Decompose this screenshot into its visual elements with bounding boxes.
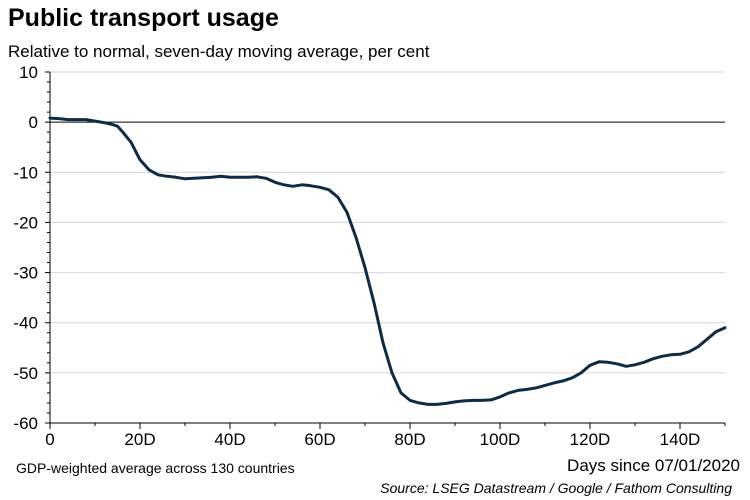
x-tick-label: 60D [304,430,335,449]
chart-title: Public transport usage [8,4,279,32]
chart-subtitle: Relative to normal, seven-day moving ave… [8,42,430,61]
chart-source: Source: LSEG Datastream / Google / Fatho… [380,480,732,496]
chart-note: GDP-weighted average across 130 countrie… [16,460,295,476]
x-tick-label: 0 [45,430,54,449]
y-tick-label: 10 [19,63,38,82]
x-tick-label: 140D [660,430,701,449]
y-tick-label: -50 [13,364,38,383]
y-tick-label: -20 [13,213,38,232]
x-tick-label: 40D [214,430,245,449]
y-tick-label: 0 [29,113,38,132]
series-line [48,116,727,406]
y-tick-label: -30 [13,264,38,283]
x-tick-label: 20D [124,430,155,449]
x-axis-label: Days since 07/01/2020 [567,456,740,475]
y-tick-label: -40 [13,314,38,333]
x-tick-label: 120D [570,430,611,449]
y-tick-label: -60 [13,414,38,433]
x-tick-label: 80D [394,430,425,449]
y-tick-label: -10 [13,163,38,182]
x-tick-label: 100D [480,430,521,449]
